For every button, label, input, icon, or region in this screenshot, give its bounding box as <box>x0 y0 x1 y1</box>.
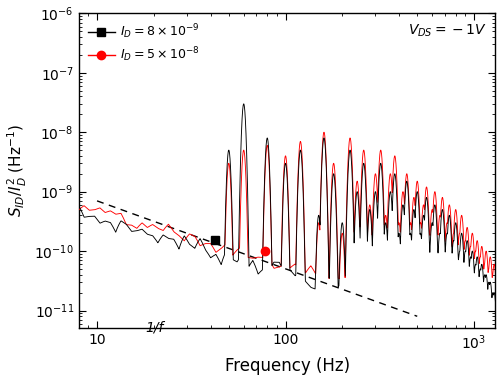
Y-axis label: $S_{ID}/I_D^{2}$ (Hz$^{-1}$): $S_{ID}/I_D^{2}$ (Hz$^{-1}$) <box>6 124 29 218</box>
Text: 1/f: 1/f <box>145 320 163 334</box>
Text: $V_{DS} = -1V$: $V_{DS} = -1V$ <box>408 23 487 39</box>
X-axis label: Frequency (Hz): Frequency (Hz) <box>224 357 350 375</box>
Legend: $I_D = 8 \times 10^{-9}$, $I_D = 5 \times 10^{-8}$: $I_D = 8 \times 10^{-9}$, $I_D = 5 \time… <box>83 17 205 69</box>
